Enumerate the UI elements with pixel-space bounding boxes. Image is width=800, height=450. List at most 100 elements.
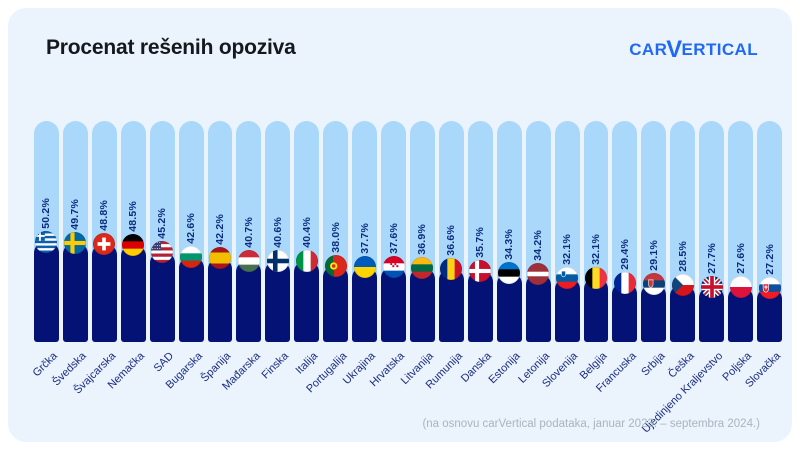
- bar-group: 37.6% Hrvatska: [368, 121, 408, 389]
- chart-card: Procenat rešenih opoziva CARVERTICAL 50.…: [8, 8, 792, 442]
- bar-group: 36.9% Litvanija: [399, 121, 437, 387]
- logo-text: CAR: [629, 40, 668, 59]
- category-label: Estonija: [486, 350, 523, 387]
- value-label: 27.2%: [763, 244, 776, 275]
- bar-fill: [34, 242, 59, 342]
- value-label: 48.8%: [98, 200, 111, 231]
- bar-group: 27.6% Poljska: [721, 121, 755, 384]
- flag-ro-icon: [440, 258, 463, 280]
- flag-si-icon: [556, 267, 579, 289]
- bar-group: 29.4% Francuska: [594, 121, 639, 395]
- value-label: 32.1%: [561, 234, 574, 265]
- source-footnote: (na osnovu carVertical podataka, januar …: [422, 418, 760, 430]
- value-label: 27.7%: [705, 243, 718, 274]
- bar-group: 34.3% Estonija: [487, 121, 524, 386]
- flag-cz-icon: [671, 274, 694, 296]
- bar-group: 40.6% Finska: [260, 121, 292, 381]
- flag-dk-icon: [469, 260, 492, 282]
- flag-ua-icon: [353, 256, 376, 278]
- category-label: Srbija: [638, 350, 668, 379]
- flag-lt-icon: [411, 257, 434, 279]
- flag-rs-icon: [642, 273, 665, 295]
- bar-fill: [525, 274, 551, 342]
- value-label: 48.5%: [127, 201, 140, 232]
- category-label: SAD: [151, 350, 176, 375]
- bar-fill: [381, 267, 406, 342]
- bar-fill: [352, 267, 378, 342]
- flag-fr-icon: [613, 272, 636, 294]
- logo-v-icon: V: [666, 35, 683, 63]
- flag-ee-icon: [498, 262, 521, 284]
- flag-pl-icon: [729, 276, 752, 298]
- bar-group: 35.7% Danska: [459, 121, 495, 385]
- value-label: 50.2%: [40, 198, 53, 229]
- bar-fill: [91, 244, 117, 342]
- flag-pt-icon: [324, 255, 347, 277]
- flag-be-icon: [584, 267, 607, 289]
- bar-group: 32.1% Belgija: [578, 121, 611, 382]
- value-label: 40.7%: [242, 217, 255, 248]
- flag-hu-icon: [237, 250, 260, 272]
- flag-lv-icon: [527, 263, 550, 285]
- bar-group: 50.2% Grčka: [31, 121, 61, 379]
- value-label: 37.6%: [387, 223, 400, 254]
- bar-group: 27.2% Slovačka: [743, 121, 784, 390]
- bar-fill: [496, 273, 522, 342]
- flag-gb-icon: [700, 276, 723, 298]
- value-label: 42.2%: [213, 214, 226, 245]
- bar-fill: [178, 257, 204, 342]
- bar-group: 37.7% Ukrajina: [341, 121, 379, 387]
- flag-us-icon: [151, 241, 174, 263]
- bar-group: 38.0% Portugalija: [304, 121, 350, 395]
- carvertical-logo: CARVERTICAL: [629, 37, 758, 61]
- bar-fill: [467, 271, 493, 342]
- bar-fill: [265, 261, 291, 342]
- bar-fill: [438, 269, 464, 342]
- flag-se-icon: [64, 232, 87, 254]
- flag-it-icon: [295, 250, 318, 272]
- bar-group: 42.2% Španija: [199, 121, 235, 384]
- category-label: Italija: [293, 350, 321, 377]
- value-label: 40.4%: [300, 217, 313, 248]
- bar-group: 42.6% Bugarska: [163, 121, 206, 391]
- bar-group: 32.1% Slovenija: [540, 121, 582, 390]
- bar-group: 40.4% Italija: [292, 121, 321, 377]
- value-label: 45.2%: [156, 208, 169, 239]
- value-label: 38.0%: [329, 222, 342, 253]
- bar-group: 40.7% Mađarska: [220, 121, 263, 393]
- flag-gr-icon: [35, 231, 58, 253]
- value-label: 49.7%: [69, 199, 82, 230]
- bar-fill: [62, 243, 88, 342]
- bar-chart: 50.2% Grčka 49.7% Švedska 48.8% Švajcarska 48.…: [31, 121, 784, 435]
- value-label: 36.9%: [416, 224, 429, 255]
- value-label: 40.6%: [271, 217, 284, 248]
- bar-group: 28.5% Češka: [666, 121, 697, 381]
- bar-fill: [410, 268, 435, 342]
- category-label: Finska: [259, 350, 292, 382]
- bar-group: 36.6% Rumunija: [424, 121, 466, 391]
- bar-fill: [323, 266, 349, 342]
- bar-group: 49.7% Švedska: [51, 121, 90, 388]
- flag-ch-icon: [93, 233, 116, 255]
- logo-text: ERTICAL: [681, 40, 758, 59]
- bar-fill: [207, 258, 233, 342]
- bar-group: 48.5% Nemačka: [105, 121, 148, 391]
- flag-es-icon: [208, 247, 231, 269]
- value-label: 28.5%: [676, 241, 689, 272]
- value-label: 35.7%: [474, 227, 487, 258]
- bar-group: 34.2% Letonija: [516, 121, 553, 386]
- value-label: 36.6%: [445, 225, 458, 256]
- flag-de-icon: [122, 234, 145, 256]
- value-label: 32.1%: [589, 234, 602, 265]
- bar-fill: [294, 261, 320, 342]
- value-label: 29.4%: [618, 239, 631, 270]
- value-label: 42.6%: [185, 213, 198, 244]
- page-title: Procenat rešenih opoziva: [46, 36, 296, 59]
- bar-fill: [149, 252, 175, 342]
- flag-sk-icon: [758, 277, 781, 299]
- value-label: 37.7%: [358, 223, 371, 254]
- bar-group: 45.2% SAD: [148, 121, 177, 374]
- flag-hr-icon: [382, 256, 405, 278]
- bar-group: 48.8% Švajcarska: [71, 121, 119, 397]
- flag-bg-icon: [180, 246, 203, 268]
